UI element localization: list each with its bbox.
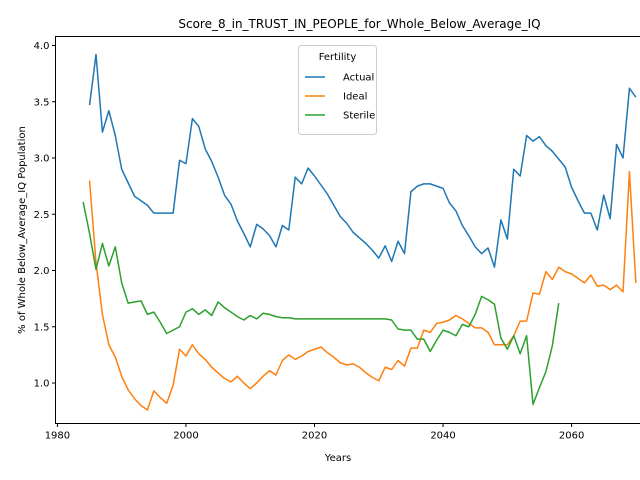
legend-entries: Actual Ideal Sterile bbox=[305, 73, 375, 122]
plot-frame bbox=[55, 36, 640, 424]
legend-label-actual: Actual bbox=[343, 73, 374, 84]
y-tick-label: 3.5 bbox=[34, 97, 50, 108]
y-tick-label: 2.0 bbox=[34, 266, 50, 277]
series-line-sterile bbox=[82, 201, 560, 406]
y-axis: 1.0 1.5 2.0 2.5 3.0 3.5 4.0 bbox=[34, 41, 56, 390]
series-lines bbox=[82, 53, 637, 411]
x-tick-label: 2000 bbox=[173, 431, 198, 442]
chart-title: Score_8_in_TRUST_IN_PEOPLE_for_Whole_Bel… bbox=[178, 17, 540, 31]
x-tick-label: 2020 bbox=[302, 431, 327, 442]
y-tick-label: 3.0 bbox=[34, 154, 50, 165]
legend-label-sterile: Sterile bbox=[343, 111, 375, 122]
y-tick-label: 4.0 bbox=[34, 41, 50, 52]
x-tick-label: 2040 bbox=[430, 431, 455, 442]
plot-area bbox=[55, 36, 640, 424]
legend-title: Fertility bbox=[319, 52, 357, 63]
x-tick-label: 1980 bbox=[45, 431, 70, 442]
series-line-ideal bbox=[88, 170, 637, 411]
x-tick-label: 2060 bbox=[559, 431, 584, 442]
legend-label-ideal: Ideal bbox=[343, 92, 367, 103]
legend-box bbox=[298, 45, 377, 135]
legend: Fertility Actual Ideal Sterile bbox=[298, 45, 377, 135]
y-axis-label: % of Whole Below_Average_IQ Population bbox=[17, 126, 28, 334]
x-axis-label: Years bbox=[324, 453, 351, 464]
y-tick-label: 1.0 bbox=[34, 379, 50, 390]
x-axis: 1980 2000 2020 2040 2060 bbox=[45, 423, 584, 442]
y-tick-label: 1.5 bbox=[34, 322, 50, 333]
y-tick-label: 2.5 bbox=[34, 210, 50, 221]
series-line-actual bbox=[88, 53, 637, 268]
